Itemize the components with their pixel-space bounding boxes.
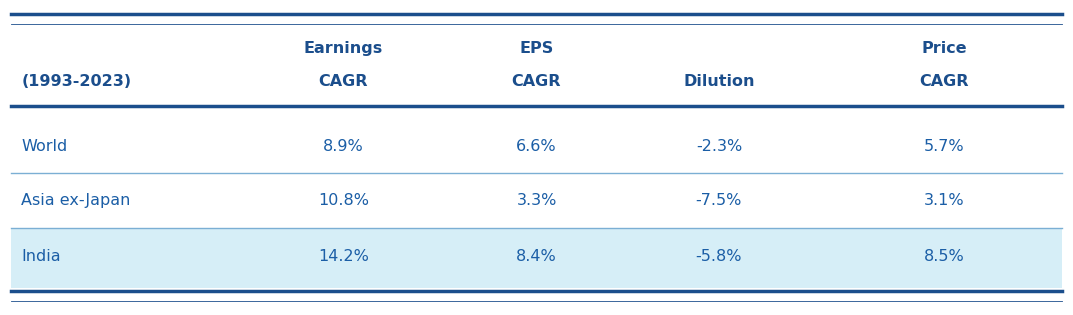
Text: Earnings: Earnings	[304, 41, 383, 56]
Text: -7.5%: -7.5%	[695, 192, 743, 208]
Text: World: World	[21, 139, 68, 154]
Text: CAGR: CAGR	[319, 74, 368, 89]
Text: EPS: EPS	[519, 41, 554, 56]
Text: 3.1%: 3.1%	[924, 192, 965, 208]
Text: India: India	[21, 249, 61, 264]
Text: 10.8%: 10.8%	[318, 192, 369, 208]
Text: 5.7%: 5.7%	[924, 139, 965, 154]
Text: Price: Price	[922, 41, 967, 56]
Text: -2.3%: -2.3%	[695, 139, 743, 154]
Text: 8.4%: 8.4%	[516, 249, 557, 264]
Bar	[11, 228, 1062, 288]
Text: 8.5%: 8.5%	[924, 249, 965, 264]
Text: Dilution: Dilution	[684, 74, 754, 89]
Text: Asia ex-Japan: Asia ex-Japan	[21, 192, 131, 208]
Text: 6.6%: 6.6%	[516, 139, 557, 154]
Text: 14.2%: 14.2%	[318, 249, 369, 264]
Text: CAGR: CAGR	[920, 74, 969, 89]
Text: CAGR: CAGR	[512, 74, 561, 89]
Text: 3.3%: 3.3%	[516, 192, 557, 208]
Text: (1993-2023): (1993-2023)	[21, 74, 132, 89]
Text: -5.8%: -5.8%	[695, 249, 743, 264]
Text: 8.9%: 8.9%	[323, 139, 364, 154]
